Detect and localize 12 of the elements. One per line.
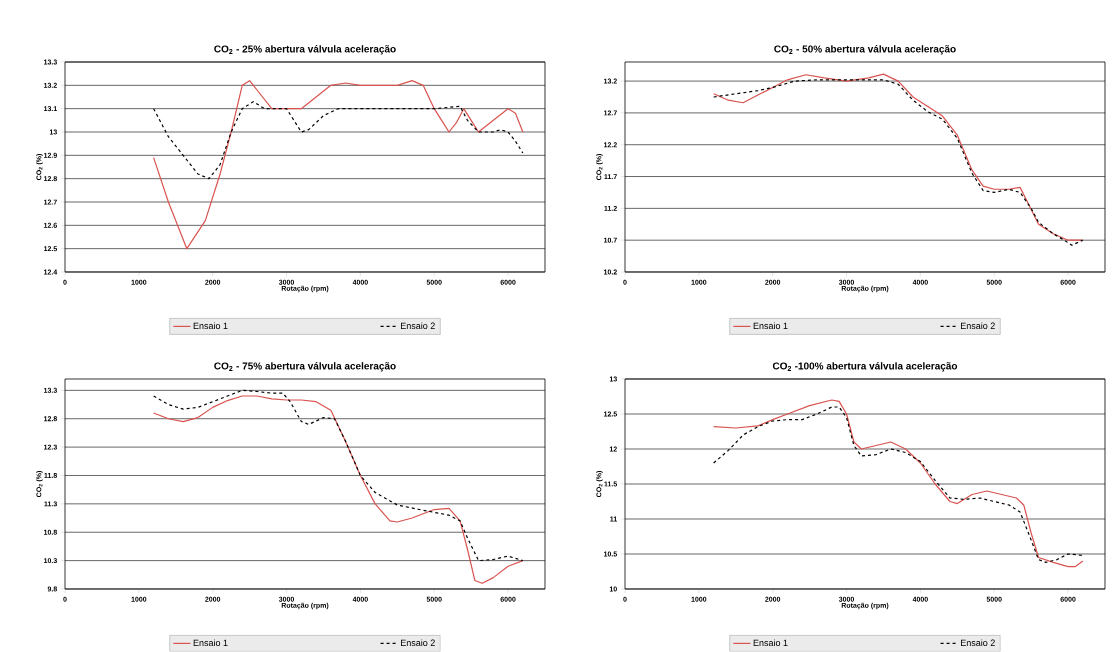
- chart-title: CO$_{2}$ - 25% abertura válvula aceleração: [214, 45, 396, 55]
- legend-label: Ensaio 1: [193, 322, 228, 330]
- legend-label: Ensaio 2: [961, 639, 995, 647]
- chart-title: CO$_{2}$ - 75% abertura válvula aceleração: [214, 362, 396, 372]
- legend-label: Ensaio 2: [401, 639, 435, 647]
- legend-label: Ensaio 1: [753, 322, 788, 330]
- legend-label: Ensaio 1: [753, 639, 788, 647]
- legend-label: Ensaio 2: [401, 322, 435, 330]
- legend-label: Ensaio 2: [961, 322, 995, 330]
- chart-title: CO$_{2}$ -100% abertura válvula aceleração: [772, 362, 958, 372]
- legend-label: Ensaio 1: [193, 639, 228, 647]
- chart-title: CO$_{2}$ - 50% abertura válvula aceleração: [774, 45, 956, 55]
